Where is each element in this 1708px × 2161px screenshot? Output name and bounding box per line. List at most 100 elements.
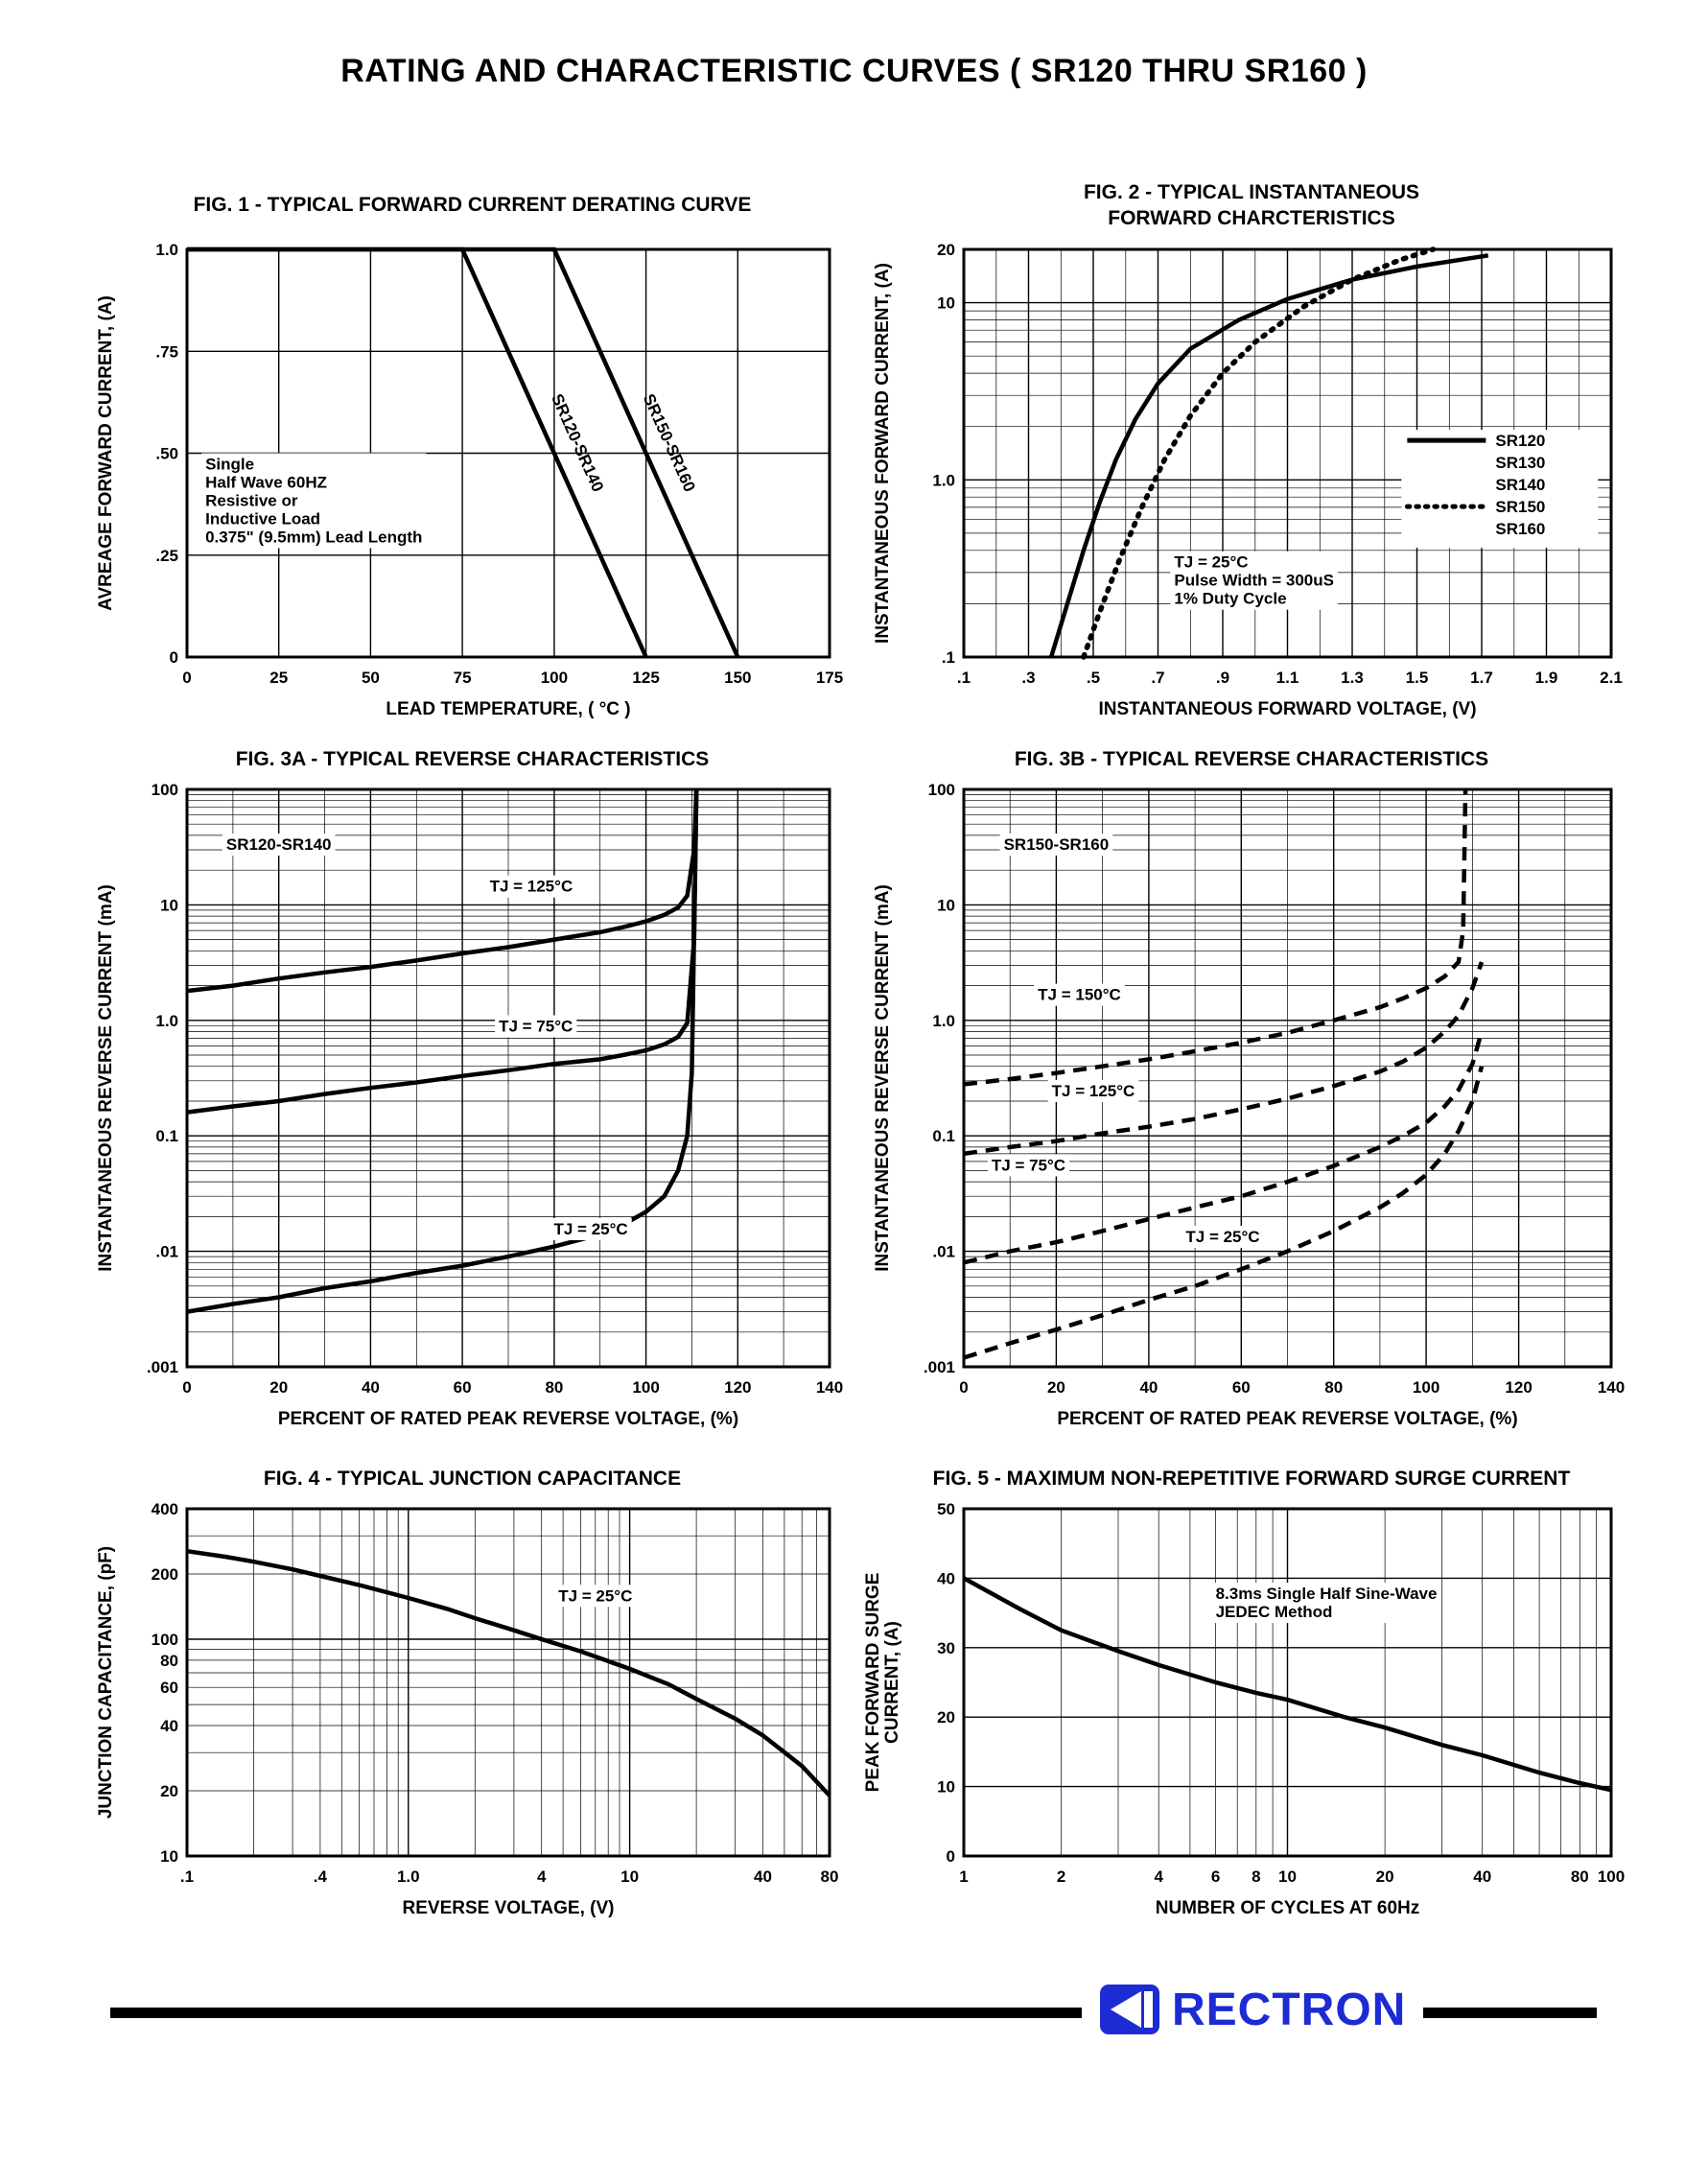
fig2-canvas: .1 .3 .5 .7 .9 1.1 1.3 1.5 1.7 1.9 2.1 20 10 1.0 .1 INS… (863, 234, 1640, 739)
x-tick-label: 60 (1232, 1378, 1251, 1397)
x-tick-label: 1.3 (1341, 669, 1364, 687)
x-tick-label: .9 (1216, 669, 1229, 687)
svg-text:TJ = 150°C: TJ = 150°C (1038, 986, 1121, 1004)
chart-annotation: 8.3ms Single Half Sine-Wave JEDEC Method (1211, 1583, 1441, 1624)
fig2-title: FIG. 2 - TYPICAL INSTANTANEOUS FORWARD C… (1083, 181, 1420, 229)
fig2-plot: .1 .3 .5 .7 .9 1.1 1.3 1.5 1.7 1.9 2.1 20 10 1.0 .1 INS… (873, 241, 1623, 719)
chart-annotation: SR150-SR160 (999, 834, 1113, 856)
y-tick-labels: 0 10 20 30 40 50 (937, 1500, 955, 1866)
fig5-plot: 1 2 4 6 8 10 20 40 80 100 0 10 20 30 40 50 NUMBER OF CYC… (863, 1500, 1625, 1918)
y-tick-labels: 400 200 100 80 60 40 20 10 (152, 1500, 178, 1866)
y-tick-label: 60 (160, 1679, 178, 1697)
curve-tj-25-c (186, 788, 699, 1314)
x-tick-label: 140 (1598, 1378, 1625, 1397)
x-tick-label: 25 (269, 669, 288, 687)
x-tick-label: 100 (632, 1378, 659, 1397)
x-tick-label: 50 (362, 669, 380, 687)
x-tick-label: 0 (182, 669, 191, 687)
y-axis-label: INSTANTANEOUS FORWARD CURRENT, (A) (873, 263, 893, 644)
grid (963, 1508, 1612, 1857)
x-tick-label: 1 (959, 1867, 968, 1886)
svg-text:SR120-SR140: SR120-SR140 (226, 835, 332, 854)
y-tick-label: 40 (937, 1569, 955, 1587)
y-tick-label: 50 (937, 1500, 955, 1518)
x-tick-label: 80 (545, 1378, 563, 1397)
x-tick-label: 20 (1376, 1867, 1394, 1886)
x-tick-label: 80 (821, 1867, 839, 1886)
y-tick-label: .1 (942, 648, 955, 667)
y-tick-label: 20 (160, 1782, 178, 1800)
y-tick-label: 100 (152, 1631, 178, 1649)
x-tick-label: 6 (1211, 1867, 1220, 1886)
grid (186, 1508, 831, 1857)
grid (963, 788, 1612, 1368)
x-tick-label: .1 (957, 669, 971, 687)
x-tick-label: 20 (1047, 1378, 1065, 1397)
legend-label: SR150 (1495, 498, 1545, 516)
chart-annotation: TJ = 25°C (554, 1585, 637, 1608)
y-tick-label: 200 (152, 1565, 178, 1584)
x-tick-label: 2 (1057, 1867, 1065, 1886)
rectron-logo-text: RECTRON (1172, 1984, 1407, 2035)
x-tick-label: 20 (269, 1378, 288, 1397)
y-axis-label: PEAK FORWARD SURGECURRENT, (A) (863, 1573, 902, 1793)
x-tick-label: 175 (816, 669, 843, 687)
fig1-title: FIG. 1 - TYPICAL FORWARD CURRENT DERATIN… (193, 194, 752, 217)
fig3b-plot: 0 20 40 60 80 100 120 140 100 10 1.0 0.1 .01 .001 PERC… (873, 781, 1625, 1429)
x-tick-label: 120 (1505, 1378, 1532, 1397)
fig4-title: FIG. 4 - TYPICAL JUNCTION CAPACITANCE (263, 1468, 682, 1491)
svg-text:TJ = 75°C: TJ = 75°C (992, 1156, 1065, 1174)
curve-tj-75-c (186, 788, 699, 1115)
x-tick-labels: .1 .4 1.0 4 10 40 80 (180, 1867, 839, 1886)
y-tick-label: 0 (170, 648, 178, 667)
legend-label: SR140 (1495, 476, 1545, 494)
x-tick-labels: 1 2 4 6 8 10 20 40 80 100 (959, 1867, 1625, 1886)
legend-label: SR120 (1495, 432, 1545, 450)
fig4-junction-capacitance-chart: FIG. 4 - TYPICAL JUNCTION CAPACITANCE .1… (86, 1466, 858, 1938)
y-tick-label: 10 (937, 1778, 955, 1797)
x-tick-label: 60 (454, 1378, 472, 1397)
curve-tj-25-c (963, 1066, 1485, 1360)
legend-label: SR130 (1495, 454, 1545, 472)
legend-label: SR160 (1495, 520, 1545, 538)
fig1-canvas: 0 25 50 75 100 125 150 175 0 .25 .50 .75 1.0 LEAD TEM… (86, 234, 858, 739)
x-tick-label: .4 (314, 1867, 328, 1886)
x-tick-label: 1.9 (1535, 669, 1558, 687)
x-tick-label: 0 (182, 1378, 191, 1397)
svg-text:TJ = 125°C: TJ = 125°C (490, 878, 573, 896)
y-tick-label: 0 (947, 1847, 955, 1866)
y-tick-label: .01 (155, 1243, 178, 1261)
y-tick-label: .50 (155, 445, 178, 463)
svg-text:TJ = 75°C: TJ = 75°C (499, 1018, 573, 1036)
chart-annotation: TJ = 25°C (1182, 1226, 1264, 1249)
x-axis-label: REVERSE VOLTAGE, (V) (403, 1898, 615, 1918)
fig1-plot: 0 25 50 75 100 125 150 175 0 .25 .50 .75 1.0 LEAD TEM… (96, 241, 843, 719)
y-tick-label: 20 (937, 241, 955, 259)
legend: SR120 SR130 SR140 SR150 SR160 (1401, 430, 1599, 549)
x-tick-labels: 0 20 40 60 80 100 120 140 (182, 1378, 843, 1397)
fig3b-canvas: 0 20 40 60 80 100 120 140 100 10 1.0 0.1 .01 .001 PERC… (863, 774, 1640, 1448)
x-tick-label: .5 (1087, 669, 1100, 687)
y-axis-label: INSTANTANEOUS REVERSE CURRENT (mA) (873, 884, 893, 1272)
fig5-canvas: 1 2 4 6 8 10 20 40 80 100 0 10 20 30 40 50 NUMBER OF CYC… (863, 1493, 1640, 1938)
x-tick-label: .1 (180, 1867, 194, 1886)
y-tick-label: 30 (937, 1639, 955, 1657)
x-tick-label: 10 (620, 1867, 639, 1886)
x-tick-label: 100 (1413, 1378, 1439, 1397)
y-tick-label: .001 (147, 1358, 178, 1376)
x-tick-label: 4 (537, 1867, 547, 1886)
fig3a-title: FIG. 3A - TYPICAL REVERSE CHARACTERISTIC… (235, 748, 710, 771)
y-tick-label: 10 (937, 896, 955, 914)
y-tick-label: 1.0 (155, 1012, 178, 1030)
x-axis-label: LEAD TEMPERATURE, ( °C ) (386, 699, 630, 719)
svg-text:TJ = 125°C: TJ = 125°C (1052, 1082, 1135, 1100)
chart-annotation: TJ = 25°C (550, 1218, 632, 1240)
curve-tj-125-c (963, 961, 1485, 1157)
x-tick-label: 75 (454, 669, 472, 687)
x-tick-label: 40 (362, 1378, 380, 1397)
fig5-title: FIG. 5 - MAXIMUM NON-REPETITIVE FORWARD … (932, 1468, 1571, 1491)
x-tick-label: 140 (816, 1378, 843, 1397)
y-tick-label: 400 (152, 1500, 178, 1518)
